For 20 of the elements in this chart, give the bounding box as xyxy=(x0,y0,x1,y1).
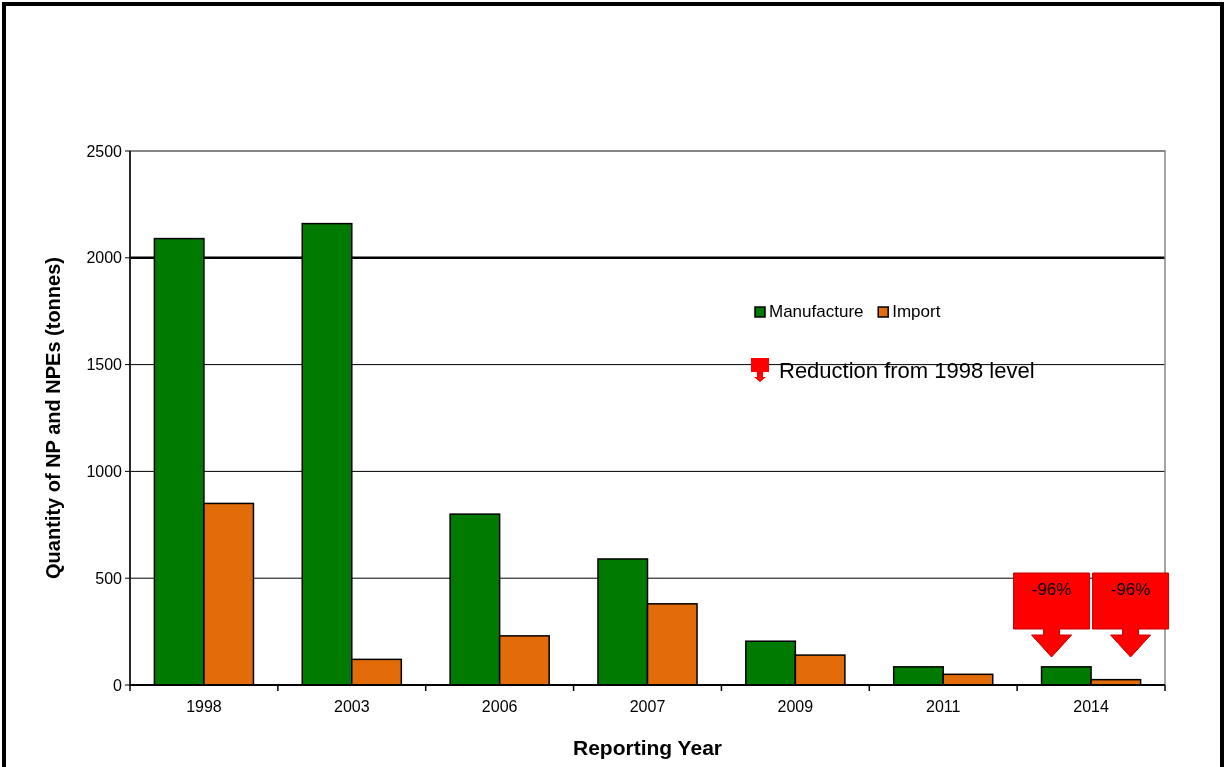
x-tick-label: 2009 xyxy=(777,698,814,715)
x-tick-label: 2006 xyxy=(481,698,518,715)
y-tick-label: 2000 xyxy=(86,249,123,267)
y-axis-title: Quantity of NP and NPEs (tonnes) xyxy=(42,257,64,579)
y-tick-label: 1000 xyxy=(86,463,123,480)
annotation: -96% xyxy=(1110,580,1151,599)
annotation: Reduction from 1998 level xyxy=(779,357,1035,383)
annotation: -96% xyxy=(1031,580,1072,599)
x-tick-label: 2003 xyxy=(333,698,370,715)
x-tick-label: 2014 xyxy=(1073,698,1109,715)
y-tick-label: 500 xyxy=(95,569,123,587)
legend-label: Import xyxy=(892,302,941,321)
x-tick-label: 2007 xyxy=(629,698,666,715)
x-axis-title: Reporting Year xyxy=(573,736,722,759)
x-tick-label: 1998 xyxy=(186,698,222,715)
x-tick-label: 2011 xyxy=(926,698,961,715)
y-tick-label: 0 xyxy=(113,676,123,694)
y-tick-label: 1500 xyxy=(86,356,123,374)
y-tick-label: 2500 xyxy=(86,142,123,160)
legend-label: Manufacture xyxy=(769,302,864,321)
